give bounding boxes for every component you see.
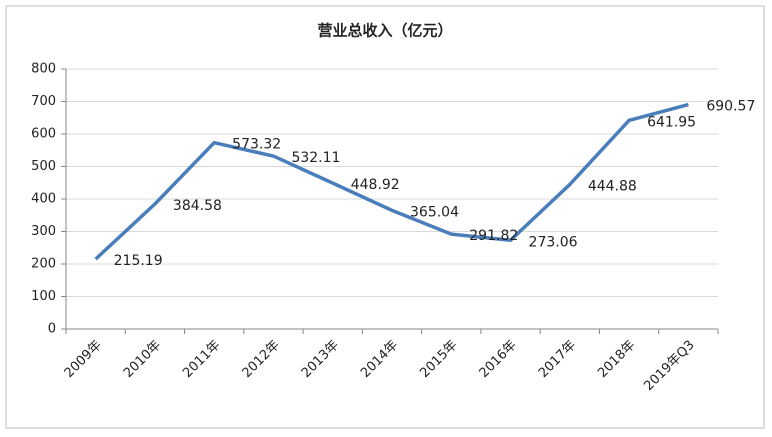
data-label: 291.82 (469, 228, 518, 244)
y-tick-label: 600 (31, 127, 56, 142)
chart-title: 营业总收入（亿元） (317, 22, 452, 40)
data-label: 365.04 (410, 204, 459, 220)
y-tick-label: 500 (31, 159, 56, 174)
data-label: 641.95 (647, 114, 696, 130)
data-label: 448.92 (351, 177, 400, 193)
data-label: 573.32 (232, 137, 281, 153)
y-tick-label: 700 (31, 94, 56, 109)
data-label: 690.57 (706, 99, 755, 115)
data-label: 444.88 (588, 178, 637, 194)
y-tick-label: 200 (31, 257, 56, 272)
y-tick-label: 300 (31, 224, 56, 239)
chart-border (5, 5, 765, 429)
data-label: 532.11 (291, 150, 340, 166)
y-tick-label: 400 (31, 192, 56, 207)
line (94, 102, 689, 261)
data-label: 384.58 (173, 198, 222, 214)
y-tick-label: 800 (31, 62, 56, 77)
y-tick-label: 100 (31, 289, 56, 304)
y-tick-label: 0 (48, 322, 56, 337)
data-label: 273.06 (529, 234, 578, 250)
data-label: 215.19 (114, 253, 163, 269)
